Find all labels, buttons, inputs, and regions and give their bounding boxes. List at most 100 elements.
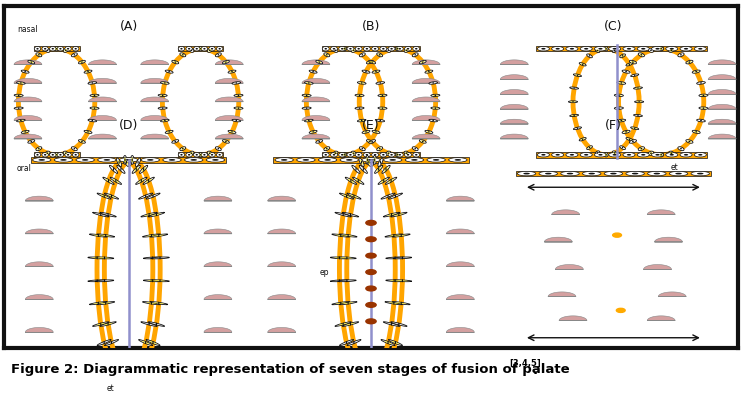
Ellipse shape bbox=[330, 280, 349, 282]
Ellipse shape bbox=[230, 131, 234, 133]
Ellipse shape bbox=[332, 302, 349, 305]
Ellipse shape bbox=[363, 168, 364, 171]
Ellipse shape bbox=[335, 212, 352, 217]
Ellipse shape bbox=[574, 87, 575, 89]
Ellipse shape bbox=[428, 131, 430, 133]
Ellipse shape bbox=[209, 49, 211, 52]
Ellipse shape bbox=[113, 179, 119, 183]
Ellipse shape bbox=[428, 71, 430, 72]
Text: et: et bbox=[671, 163, 678, 172]
Ellipse shape bbox=[353, 194, 355, 198]
Ellipse shape bbox=[129, 374, 132, 379]
Ellipse shape bbox=[648, 349, 666, 354]
Ellipse shape bbox=[350, 322, 351, 326]
Ellipse shape bbox=[686, 60, 693, 64]
Ellipse shape bbox=[700, 120, 702, 121]
Ellipse shape bbox=[108, 194, 116, 198]
Ellipse shape bbox=[355, 368, 357, 371]
Ellipse shape bbox=[160, 95, 165, 96]
Ellipse shape bbox=[406, 152, 407, 154]
Ellipse shape bbox=[346, 341, 347, 344]
Polygon shape bbox=[88, 134, 116, 139]
Ellipse shape bbox=[537, 152, 550, 157]
Polygon shape bbox=[25, 229, 53, 234]
Ellipse shape bbox=[379, 120, 381, 121]
Ellipse shape bbox=[374, 377, 375, 380]
Ellipse shape bbox=[191, 50, 192, 51]
Ellipse shape bbox=[96, 256, 98, 260]
Ellipse shape bbox=[372, 161, 374, 164]
Ellipse shape bbox=[150, 302, 168, 305]
Ellipse shape bbox=[325, 54, 329, 56]
Ellipse shape bbox=[347, 340, 361, 346]
Ellipse shape bbox=[355, 107, 364, 109]
Polygon shape bbox=[268, 328, 295, 332]
Ellipse shape bbox=[388, 46, 395, 51]
Ellipse shape bbox=[232, 119, 240, 122]
Polygon shape bbox=[500, 90, 528, 94]
Ellipse shape bbox=[680, 54, 682, 56]
Ellipse shape bbox=[353, 152, 355, 154]
Ellipse shape bbox=[598, 48, 603, 50]
Ellipse shape bbox=[113, 356, 119, 360]
Ellipse shape bbox=[281, 378, 287, 380]
Ellipse shape bbox=[206, 158, 225, 162]
Ellipse shape bbox=[96, 302, 115, 305]
Ellipse shape bbox=[366, 154, 368, 156]
Ellipse shape bbox=[180, 147, 186, 151]
Ellipse shape bbox=[638, 101, 640, 102]
Polygon shape bbox=[412, 116, 440, 120]
Ellipse shape bbox=[143, 354, 154, 362]
Ellipse shape bbox=[141, 212, 157, 217]
Ellipse shape bbox=[109, 165, 118, 173]
Ellipse shape bbox=[350, 194, 358, 198]
Ellipse shape bbox=[116, 365, 125, 373]
Ellipse shape bbox=[152, 194, 154, 198]
Ellipse shape bbox=[306, 108, 307, 109]
Ellipse shape bbox=[335, 152, 336, 154]
Ellipse shape bbox=[374, 158, 375, 162]
Ellipse shape bbox=[168, 71, 170, 72]
Ellipse shape bbox=[614, 94, 623, 96]
Ellipse shape bbox=[650, 152, 652, 154]
Ellipse shape bbox=[136, 368, 137, 371]
Ellipse shape bbox=[352, 152, 355, 154]
Text: (E): (E) bbox=[362, 119, 380, 132]
Ellipse shape bbox=[158, 234, 160, 237]
Ellipse shape bbox=[597, 152, 598, 154]
Ellipse shape bbox=[71, 147, 77, 151]
Ellipse shape bbox=[235, 82, 237, 84]
Ellipse shape bbox=[152, 341, 154, 344]
Ellipse shape bbox=[358, 179, 359, 182]
Ellipse shape bbox=[105, 356, 111, 360]
Ellipse shape bbox=[385, 234, 403, 237]
Ellipse shape bbox=[618, 95, 620, 96]
Ellipse shape bbox=[393, 234, 395, 237]
Ellipse shape bbox=[655, 154, 660, 156]
Polygon shape bbox=[412, 134, 440, 139]
Ellipse shape bbox=[589, 55, 590, 56]
Ellipse shape bbox=[63, 151, 68, 155]
Ellipse shape bbox=[570, 114, 579, 116]
Polygon shape bbox=[204, 328, 232, 332]
Ellipse shape bbox=[675, 173, 682, 174]
Ellipse shape bbox=[219, 154, 221, 156]
Ellipse shape bbox=[162, 120, 167, 121]
Polygon shape bbox=[412, 97, 440, 102]
Ellipse shape bbox=[364, 152, 370, 157]
Ellipse shape bbox=[556, 48, 559, 50]
Ellipse shape bbox=[92, 95, 97, 96]
Ellipse shape bbox=[386, 151, 391, 155]
Ellipse shape bbox=[347, 46, 354, 51]
Ellipse shape bbox=[350, 213, 351, 216]
Bar bbox=[177, 46, 223, 52]
Ellipse shape bbox=[147, 378, 154, 380]
Ellipse shape bbox=[628, 138, 631, 140]
Ellipse shape bbox=[367, 158, 368, 162]
Ellipse shape bbox=[347, 193, 361, 199]
Ellipse shape bbox=[669, 171, 688, 176]
Ellipse shape bbox=[523, 350, 530, 352]
Ellipse shape bbox=[138, 356, 145, 360]
Ellipse shape bbox=[308, 120, 309, 121]
Circle shape bbox=[366, 270, 376, 274]
